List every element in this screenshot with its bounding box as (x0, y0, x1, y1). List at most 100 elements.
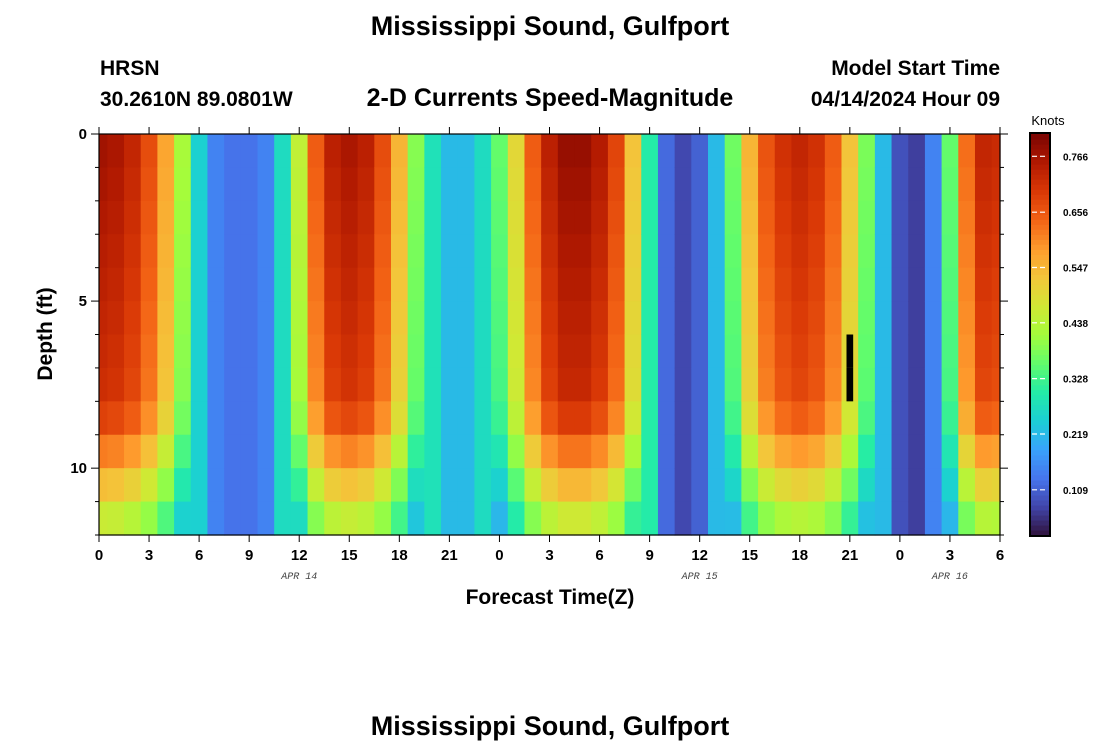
heatmap-cell (474, 234, 492, 269)
heatmap-cell (240, 234, 259, 269)
heatmap-cell (124, 367, 142, 402)
heatmap-cell (974, 267, 993, 302)
heatmap-cell (941, 334, 959, 369)
heatmap-cell (808, 200, 826, 235)
heatmap-cell (741, 401, 759, 436)
heatmap-cell (257, 434, 275, 469)
x-tick-label: 18 (791, 547, 808, 564)
heatmap-cell (758, 468, 776, 503)
heatmap-cell (441, 434, 459, 469)
heatmap-cell (657, 434, 676, 469)
date-label: APR 15 (681, 572, 718, 583)
heatmap-cell (457, 267, 476, 302)
heatmap-cell (591, 367, 609, 402)
heatmap-cell (274, 367, 292, 402)
heatmap-cell (574, 301, 592, 336)
colorbar-segment (1031, 339, 1049, 346)
heatmap-cell (324, 301, 342, 336)
heatmap-cell (257, 200, 275, 235)
heatmap-cell (524, 134, 542, 169)
heatmap-cell (290, 434, 309, 469)
heatmap-cell (390, 501, 409, 536)
heatmap-cell (591, 468, 609, 503)
heatmap-cell (124, 301, 142, 336)
heatmap-cell (724, 501, 742, 536)
heatmap-cell (340, 334, 359, 369)
colorbar-tick-label: 0.438 (1063, 319, 1088, 330)
heatmap-cell (824, 501, 843, 536)
heatmap-cell (424, 167, 442, 202)
heatmap-cell (858, 200, 876, 235)
colorbar-segment (1031, 144, 1049, 150)
heatmap-cell (307, 200, 325, 235)
heatmap-cell (307, 501, 325, 536)
heatmap-cell (557, 200, 576, 235)
heatmap-cell (99, 301, 108, 336)
heatmap-cell (708, 167, 726, 202)
heatmap-cell (257, 334, 275, 369)
heatmap-cell (941, 501, 959, 536)
heatmap-cell (808, 401, 826, 436)
heatmap-cell (724, 468, 742, 503)
colorbar-tick-label: 0.766 (1063, 152, 1088, 163)
heatmap-cell (190, 468, 209, 503)
colorbar-segment (1031, 299, 1049, 306)
heatmap-cell (657, 301, 676, 336)
heatmap-cell (140, 468, 158, 503)
x-axis: 0 3 6 9 12 15 18 21 0 3 6 9 12 15 18 21 0 3 6 (95, 127, 1004, 564)
heatmap-cell (507, 234, 526, 269)
heatmap-cell (624, 267, 642, 302)
colorbar-segment (1031, 244, 1049, 250)
heatmap-cell (374, 167, 392, 202)
x-tick-label: 0 (95, 547, 103, 564)
colorbar-tick-label: 0.219 (1063, 430, 1088, 441)
heatmap-cell (140, 434, 158, 469)
heatmap-cell (190, 301, 209, 336)
heatmap-cell (607, 134, 626, 169)
x-tick-label: 21 (841, 547, 858, 564)
heatmap-cell (991, 401, 1001, 436)
heatmap-cell (474, 367, 492, 402)
heatmap-cell (99, 334, 108, 369)
heatmap-cell (157, 234, 175, 269)
heatmap-cell (324, 501, 342, 536)
heatmap-cell (157, 468, 175, 503)
heatmap-cell (958, 200, 976, 235)
heatmap-cell (924, 367, 943, 402)
heatmap-cell (674, 334, 692, 369)
colorbar-segment (1031, 474, 1049, 481)
heatmap-cell (390, 367, 409, 402)
heatmap-cell (240, 134, 259, 169)
colorbar-tick-label: 0.109 (1063, 486, 1088, 497)
heatmap-cell (958, 468, 976, 503)
heatmap-cell (641, 401, 659, 436)
colorbar-segment (1031, 364, 1049, 371)
heatmap-cell (257, 301, 275, 336)
heatmap-cell (941, 267, 959, 302)
heatmap-cell (891, 367, 909, 402)
heatmap-cell (774, 167, 793, 202)
heatmap-cell (340, 468, 359, 503)
heatmap-cell (207, 434, 225, 469)
heatmap-cell (374, 134, 392, 169)
heatmap-cell (924, 334, 943, 369)
heatmap-cell (99, 401, 108, 436)
heatmap-cell (374, 334, 392, 369)
heatmap-cell (190, 367, 209, 402)
colorbar-segment (1031, 254, 1049, 260)
colorbar-segment (1031, 334, 1049, 341)
heatmap-cell (874, 301, 893, 336)
heatmap-cell (307, 401, 325, 436)
heatmap-cell (691, 167, 709, 202)
heatmap-cell (507, 167, 526, 202)
heatmap-cell (491, 434, 509, 469)
heatmap-cell (424, 434, 442, 469)
heatmap-cell (557, 468, 576, 503)
heatmap-cell (274, 267, 292, 302)
heatmap-cell (407, 367, 425, 402)
heatmap-cell (708, 134, 726, 169)
heatmap-cell (591, 234, 609, 269)
heatmap-cell (574, 434, 592, 469)
heatmap-cell (924, 434, 943, 469)
heatmap-cell (157, 301, 175, 336)
